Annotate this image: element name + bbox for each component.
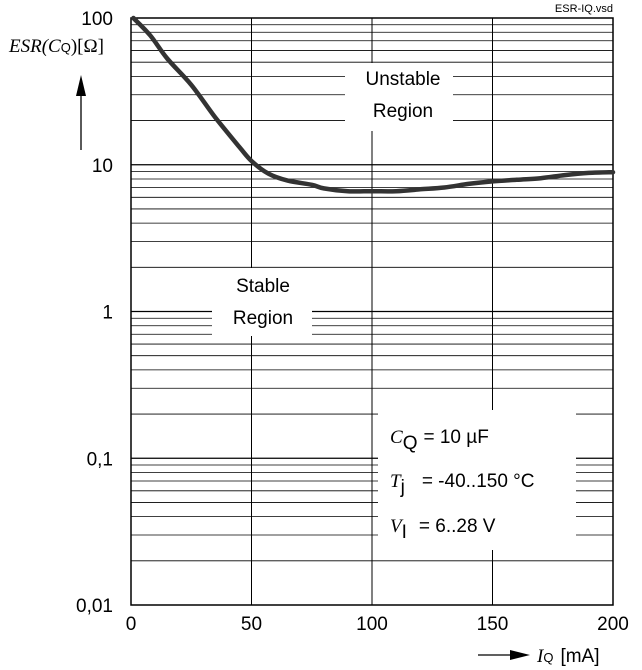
param-tj: Tj = -40..150 °C — [390, 471, 535, 498]
x-axis-arrow — [478, 650, 530, 660]
y-tick-label: 100 — [81, 9, 113, 30]
param-vi: VI = 6..28 V — [390, 516, 496, 543]
y-tick-label: 10 — [92, 156, 113, 177]
x-tick-label: 200 — [597, 614, 629, 635]
y-tick-label: 1 — [102, 303, 113, 324]
x-tick-label: 0 — [126, 614, 137, 635]
param-cq-value: = 10 µF — [423, 427, 488, 448]
y-axis-label-prefix: ESR(C — [8, 36, 61, 57]
x-axis-label-subscript: Q — [543, 650, 553, 665]
y-tick-label: 0,01 — [76, 596, 113, 617]
y-axis-label: ESR(CQ)[Ω] — [8, 36, 104, 57]
param-tj-sub: j — [400, 477, 405, 498]
param-cq-sub: Q — [403, 433, 418, 454]
plot-border — [130, 17, 614, 606]
x-tick-label: 150 — [477, 614, 509, 635]
series-group — [131, 15, 616, 194]
y-axis-label-subscript: Q — [61, 40, 71, 55]
param-tj-value: = -40..150 °C — [422, 471, 535, 492]
unstable-region-label-line1: Unstable — [366, 69, 441, 90]
annotation-backgrounds — [212, 63, 576, 550]
annotation-background — [212, 268, 312, 336]
y-tick-label: 0,1 — [87, 449, 113, 470]
annotation-background — [378, 410, 576, 550]
x-axis-label: IQ [mA] — [536, 646, 600, 667]
x-tick-label: 50 — [241, 614, 262, 635]
param-vi-symbol: V — [390, 516, 404, 537]
tick-labels: 0 50 100 150 200 0,01 0,1 1 10 100 — [76, 9, 629, 635]
stable-region-label-line1: Stable — [236, 276, 290, 297]
stable-region-label-line2: Region — [233, 308, 293, 329]
param-cq: CQ = 10 µF — [390, 427, 489, 454]
param-vi-value: = 6..28 V — [419, 516, 496, 537]
y-axis-arrow — [76, 75, 86, 150]
param-cq-symbol: C — [390, 427, 403, 448]
x-axis-label-unit: [mA] — [560, 646, 599, 667]
unstable-region-label-line2: Region — [373, 101, 433, 122]
x-tick-label: 100 — [356, 614, 388, 635]
file-label: ESR-IQ.vsd — [555, 3, 613, 15]
x-axis-label-symbol: I — [536, 646, 545, 667]
esr-curve — [131, 15, 616, 194]
y-axis-label-suffix: )[Ω] — [71, 36, 104, 57]
param-tj-symbol: T — [390, 471, 402, 492]
annotation-background — [345, 63, 453, 131]
param-vi-sub: I — [402, 522, 407, 543]
